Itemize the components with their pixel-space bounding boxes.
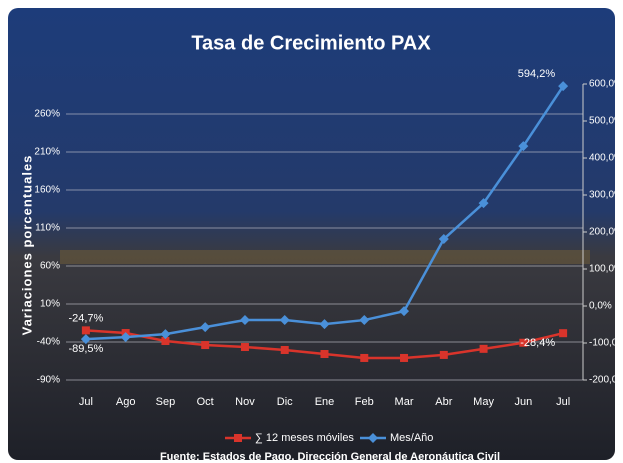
data-label: 594,2% xyxy=(518,68,556,80)
legend-label: ∑ 12 meses móviles xyxy=(255,432,354,444)
y2-tick-label: -100,0% xyxy=(589,338,623,349)
y-tick-label: -40% xyxy=(37,337,60,348)
x-tick-label: Jul xyxy=(556,396,570,408)
source: Fuente: Estados de Pago, Dirección Gener… xyxy=(160,451,500,463)
chart-title: Tasa de Crecimiento PAX xyxy=(191,32,431,54)
chart: Tasa de Crecimiento PAX Variaciones porc… xyxy=(0,0,623,463)
y2-tick-label: 300,0% xyxy=(589,190,623,201)
x-tick-label: Sep xyxy=(156,396,176,408)
marker xyxy=(241,343,249,351)
x-tick-label: Dic xyxy=(277,396,293,408)
y-axis-label: Variaciones porcentuales xyxy=(19,155,34,336)
y2-tick-label: 100,0% xyxy=(589,264,623,275)
y-tick-label: 210% xyxy=(34,147,60,158)
x-tick-label: May xyxy=(473,396,494,408)
x-tick-label: Ene xyxy=(315,396,335,408)
y2-tick-label: -200,0% xyxy=(589,375,623,386)
y-tick-label: -90% xyxy=(37,375,60,386)
data-label: -24,7% xyxy=(68,312,103,324)
y-tick-label: 160% xyxy=(34,185,60,196)
y2-tick-label: 200,0% xyxy=(589,227,623,238)
y-tick-label: 10% xyxy=(40,299,60,310)
legend-label: Mes/Año xyxy=(390,432,433,444)
marker xyxy=(559,329,567,337)
y-tick-label: 60% xyxy=(40,261,60,272)
y-tick-label: 260% xyxy=(34,109,60,120)
marker xyxy=(440,351,448,359)
y2-tick-label: 400,0% xyxy=(589,153,623,164)
marker xyxy=(201,341,209,349)
x-tick-label: Jul xyxy=(79,396,93,408)
x-tick-label: Feb xyxy=(355,396,374,408)
marker xyxy=(400,354,408,362)
x-tick-label: Nov xyxy=(235,396,255,408)
x-tick-label: Jun xyxy=(514,396,532,408)
y-tick-label: 110% xyxy=(35,223,60,234)
x-tick-label: Oct xyxy=(197,396,214,408)
marker xyxy=(82,326,90,334)
data-label: -28,4% xyxy=(520,337,555,349)
legend-marker xyxy=(234,434,242,442)
y2-tick-label: 0,0% xyxy=(589,301,612,312)
horizon-lights xyxy=(60,250,590,264)
marker xyxy=(281,346,289,354)
marker xyxy=(321,350,329,358)
x-tick-label: Mar xyxy=(395,396,414,408)
marker xyxy=(360,354,368,362)
y2-tick-label: 500,0% xyxy=(589,116,623,127)
x-tick-label: Abr xyxy=(435,396,452,408)
data-label: -89,5% xyxy=(68,343,103,355)
marker xyxy=(480,345,488,353)
x-tick-label: Ago xyxy=(116,396,136,408)
y2-tick-label: 600,0% xyxy=(589,79,623,90)
